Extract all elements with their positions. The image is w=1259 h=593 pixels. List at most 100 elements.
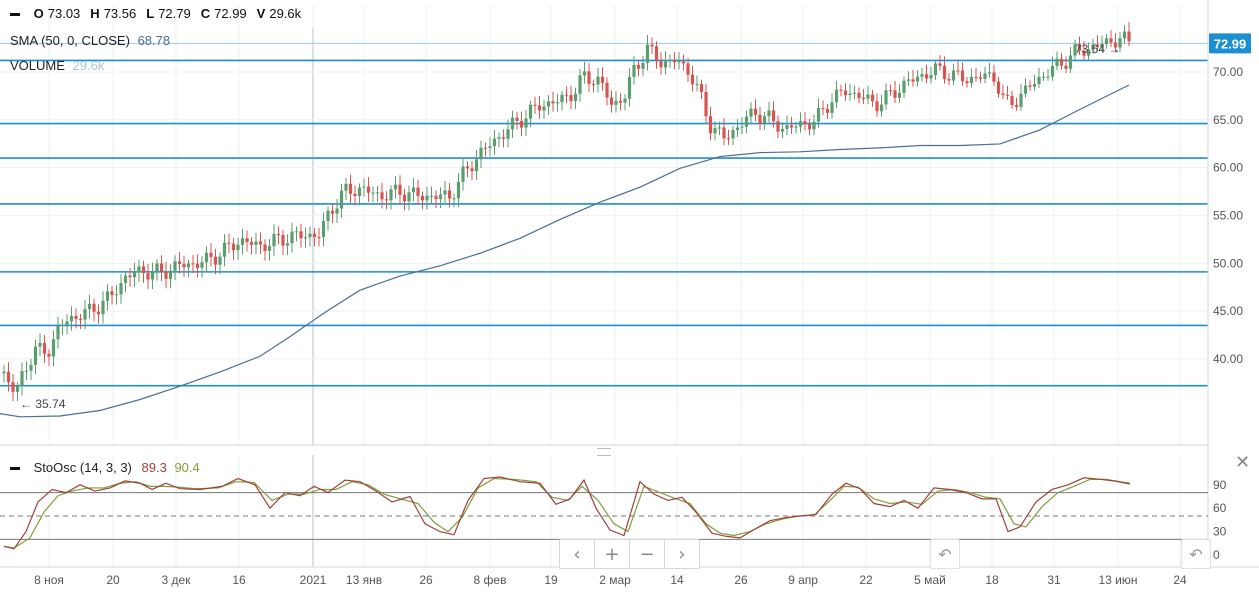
legend-collapse-icon[interactable] bbox=[10, 13, 20, 17]
candle-down bbox=[348, 174, 353, 204]
scroll-left-icon[interactable]: ‹ bbox=[560, 540, 595, 568]
reset-scale-icon[interactable]: ↶ bbox=[1181, 539, 1211, 569]
candle-down bbox=[177, 252, 182, 274]
candle-body bbox=[312, 233, 317, 238]
candle-up bbox=[137, 259, 141, 282]
candle-body bbox=[227, 242, 231, 244]
stoch-collapse-icon[interactable] bbox=[10, 467, 20, 471]
candle-up bbox=[1046, 69, 1050, 81]
candle-body bbox=[771, 110, 776, 122]
candle-body bbox=[879, 104, 884, 112]
candle-down bbox=[965, 76, 969, 88]
candle-body bbox=[1023, 85, 1028, 94]
candle-down bbox=[312, 228, 317, 247]
time-tick-label: 18 bbox=[985, 573, 999, 587]
candle-down bbox=[569, 85, 573, 110]
candle-body bbox=[830, 102, 834, 113]
osc-tick-label: 60 bbox=[1213, 501, 1227, 515]
candle-down bbox=[690, 65, 695, 92]
time-tick-label: 9 апр bbox=[788, 573, 818, 587]
candle-body bbox=[272, 233, 276, 247]
candle-down bbox=[992, 64, 996, 86]
price-tick-label: 40.00 bbox=[1213, 352, 1243, 366]
stoch-k-value: 89.3 bbox=[141, 460, 167, 475]
candle-up bbox=[1122, 25, 1127, 44]
candle-down bbox=[299, 223, 303, 248]
candle-up bbox=[632, 55, 636, 85]
candle-up bbox=[335, 199, 339, 224]
candle-body bbox=[623, 98, 627, 103]
candle-up bbox=[524, 109, 528, 137]
candle-body bbox=[551, 101, 555, 104]
candle-body bbox=[1037, 76, 1041, 85]
candle-up bbox=[920, 68, 924, 82]
candle-body bbox=[524, 118, 528, 128]
candle-up bbox=[411, 178, 416, 202]
zoom-in-icon[interactable]: + bbox=[595, 540, 630, 568]
candle-down bbox=[465, 161, 470, 178]
legend-value-l: 72.79 bbox=[158, 6, 191, 21]
current-price-tag bbox=[1209, 33, 1251, 54]
scroll-right-icon[interactable]: › bbox=[678, 543, 686, 565]
candle-down bbox=[551, 91, 555, 112]
candle-down bbox=[366, 177, 371, 202]
candle-body bbox=[902, 80, 906, 93]
chart-annotations: 72.99 73.64 → ← 35.74 bbox=[20, 33, 1251, 411]
candle-down bbox=[978, 71, 983, 84]
candle-body bbox=[1113, 42, 1118, 48]
candle-up bbox=[780, 122, 785, 139]
legend-key-v: V bbox=[256, 6, 266, 21]
candle-body bbox=[1086, 49, 1091, 56]
candle-body bbox=[38, 342, 42, 347]
candle-body bbox=[258, 241, 263, 245]
sma-legend[interactable]: SMA (50, 0, CLOSE) 68.78 bbox=[10, 33, 170, 48]
candle-up bbox=[321, 212, 326, 247]
candle-body bbox=[533, 104, 537, 106]
panel-resize-handle[interactable] bbox=[597, 448, 611, 456]
candle-down bbox=[263, 239, 267, 261]
candle-body bbox=[663, 60, 668, 68]
candle-up bbox=[744, 110, 749, 134]
candle-down bbox=[227, 233, 231, 254]
candle-body bbox=[848, 93, 852, 96]
volume-legend[interactable]: VOLUME 29.6k bbox=[10, 58, 104, 73]
stoch-d-line bbox=[3, 477, 1131, 549]
zoom-out-icon[interactable]: − bbox=[630, 540, 665, 568]
reset-view-icon[interactable]: ↶ bbox=[930, 539, 960, 569]
legend-value-c: 72.99 bbox=[214, 6, 247, 21]
candle-body bbox=[983, 73, 987, 79]
stoch-legend[interactable]: StoOsc (14, 3, 3) 89.3 90.4 bbox=[10, 460, 200, 475]
candle-down bbox=[650, 37, 654, 54]
candle-down bbox=[1028, 80, 1032, 91]
candle-up bbox=[443, 180, 447, 204]
candle-body bbox=[330, 210, 335, 214]
candle-down bbox=[618, 93, 623, 111]
candle-body bbox=[285, 243, 290, 246]
candle-down bbox=[857, 87, 861, 104]
candle-down bbox=[839, 84, 843, 97]
candle-body bbox=[776, 121, 780, 132]
candle-body bbox=[119, 282, 123, 295]
candle-up bbox=[204, 246, 209, 272]
candle-body bbox=[1041, 76, 1046, 78]
candle-up bbox=[429, 186, 434, 205]
candle-up bbox=[326, 206, 330, 231]
candle-up bbox=[236, 237, 240, 260]
candle-body bbox=[182, 263, 186, 268]
candle-body bbox=[114, 294, 119, 296]
candle-body bbox=[326, 210, 330, 222]
candle-body bbox=[1118, 38, 1122, 48]
candle-body bbox=[398, 184, 402, 195]
candle-body bbox=[762, 116, 767, 124]
candle-body bbox=[564, 94, 569, 96]
candle-body bbox=[159, 263, 164, 272]
candle-up bbox=[794, 121, 798, 134]
candle-down bbox=[821, 100, 825, 115]
candle-down bbox=[74, 308, 78, 329]
candle-body bbox=[825, 108, 830, 113]
candle-body bbox=[177, 261, 182, 264]
candle-down bbox=[42, 334, 47, 364]
candle-up bbox=[393, 176, 398, 199]
close-oscillator-icon[interactable]: ✕ bbox=[1235, 452, 1251, 473]
